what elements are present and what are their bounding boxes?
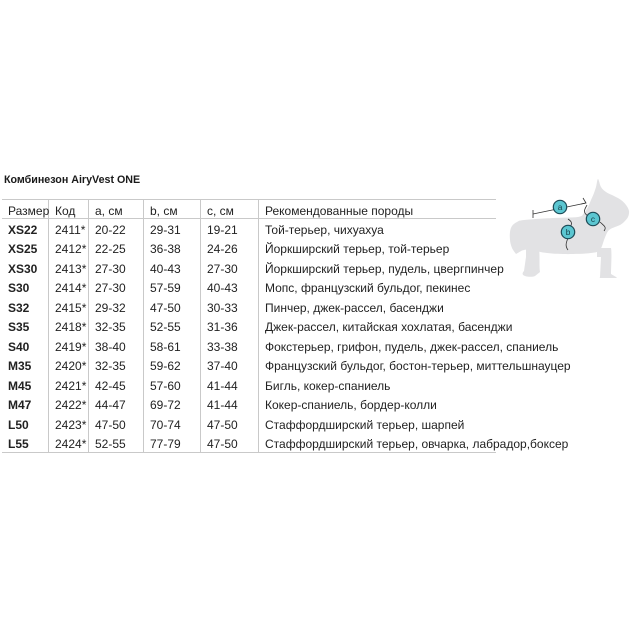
svg-text:b: b bbox=[566, 227, 571, 237]
svg-text:a: a bbox=[558, 202, 563, 212]
svg-text:c: c bbox=[591, 214, 595, 224]
